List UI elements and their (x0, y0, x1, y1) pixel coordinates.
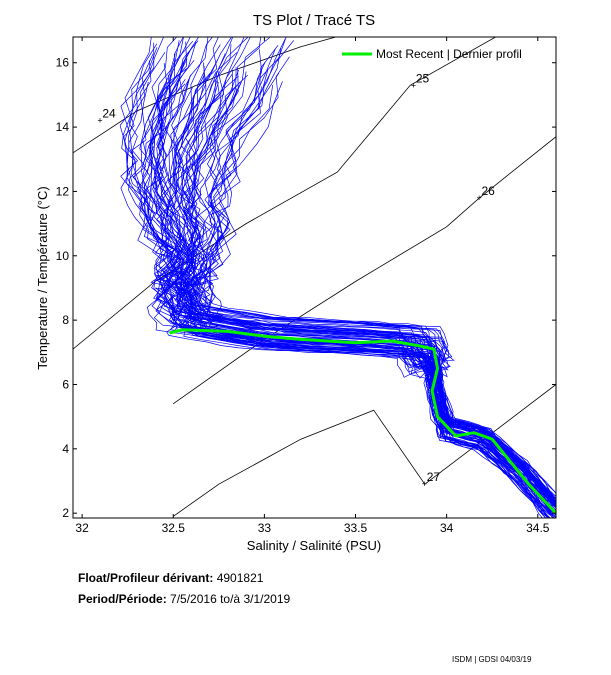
period-sep: to/à (220, 592, 241, 606)
y-tick-label: 2 (62, 506, 69, 520)
y-tick-label: 4 (62, 442, 69, 456)
profile-line (165, 71, 551, 518)
float-label: Float/Profileur dérivant: (78, 571, 214, 585)
profile-line (168, 37, 556, 507)
period-info: Period/Période: 7/5/2016 to/à 3/1/2019 (78, 592, 290, 606)
x-tick-label: 33.5 (344, 521, 368, 535)
y-tick-label: 6 (62, 377, 69, 391)
chart-title: TS Plot / Tracé TS (253, 12, 375, 29)
profile-line (184, 40, 555, 503)
isopycnal-plus: + (411, 80, 416, 90)
profile-line (163, 37, 548, 502)
profile-line (178, 70, 556, 498)
isopycnal-plus: + (422, 479, 427, 489)
profile-line (178, 69, 556, 518)
y-tick-label: 8 (62, 313, 69, 327)
isopycnal-label-25: 25 (416, 71, 430, 85)
isopycnal-label-24: 24 (102, 107, 116, 121)
isopycnal-24 (73, 37, 338, 154)
isopycnal-plus: + (97, 116, 102, 126)
x-tick-label: 34 (440, 521, 454, 535)
x-tick-label: 32 (75, 521, 89, 535)
profile-line (124, 53, 556, 504)
profile-line (198, 72, 556, 507)
float-id: 4901821 (216, 571, 264, 585)
profile-line (123, 37, 550, 508)
y-tick-label: 12 (56, 184, 70, 198)
footer-credit: ISDM | GDSI 04/03/19 (452, 655, 532, 664)
y-tick-label: 10 (56, 249, 70, 263)
isopycnal-label-27: 27 (427, 470, 441, 484)
profile-line (142, 53, 549, 518)
recent-profile (169, 328, 556, 515)
x-tick-label: 33 (258, 521, 272, 535)
x-tick-label: 32.5 (162, 521, 186, 535)
period-end: 3/1/2019 (243, 592, 291, 606)
profile-line (154, 59, 549, 503)
y-tick-label: 14 (56, 120, 70, 134)
profile-line (182, 88, 552, 515)
isopycnal-27 (172, 384, 556, 517)
isopycnal-26 (172, 136, 556, 405)
plot-frame (72, 36, 557, 519)
profile-line (157, 75, 556, 515)
period-label: Period/Période: (78, 592, 167, 606)
isopycnal-plus: + (476, 193, 481, 203)
profile-line (154, 40, 556, 507)
profile-line (169, 37, 556, 503)
legend: Most Recent | Dernier profil (342, 47, 522, 61)
profile-line (193, 61, 553, 502)
profile-lines (119, 37, 556, 518)
profile-line (145, 79, 556, 512)
profile-line (153, 40, 556, 503)
period-start: 7/5/2016 (170, 592, 217, 606)
profile-line (177, 37, 553, 503)
isopycnal-label-26: 26 (481, 184, 495, 198)
x-axis-label: Salinity / Salinité (PSU) (247, 538, 381, 553)
profile-line (155, 47, 551, 518)
recent-profile-group (169, 328, 556, 515)
y-tick-label: 16 (56, 56, 70, 70)
legend-label: Most Recent | Dernier profil (376, 47, 522, 61)
profile-line (156, 74, 556, 503)
float-info: Float/Profileur dérivant: 4901821 (78, 571, 263, 585)
profile-line (181, 44, 556, 505)
x-tick-label: 34.5 (526, 521, 550, 535)
profile-line (155, 37, 556, 505)
y-axis-label: Temperature / Température (°C) (35, 186, 50, 369)
isopycnal-labels: +24+ 25+ 26+ 27 (97, 71, 495, 489)
isopycnal-25 (73, 37, 497, 350)
